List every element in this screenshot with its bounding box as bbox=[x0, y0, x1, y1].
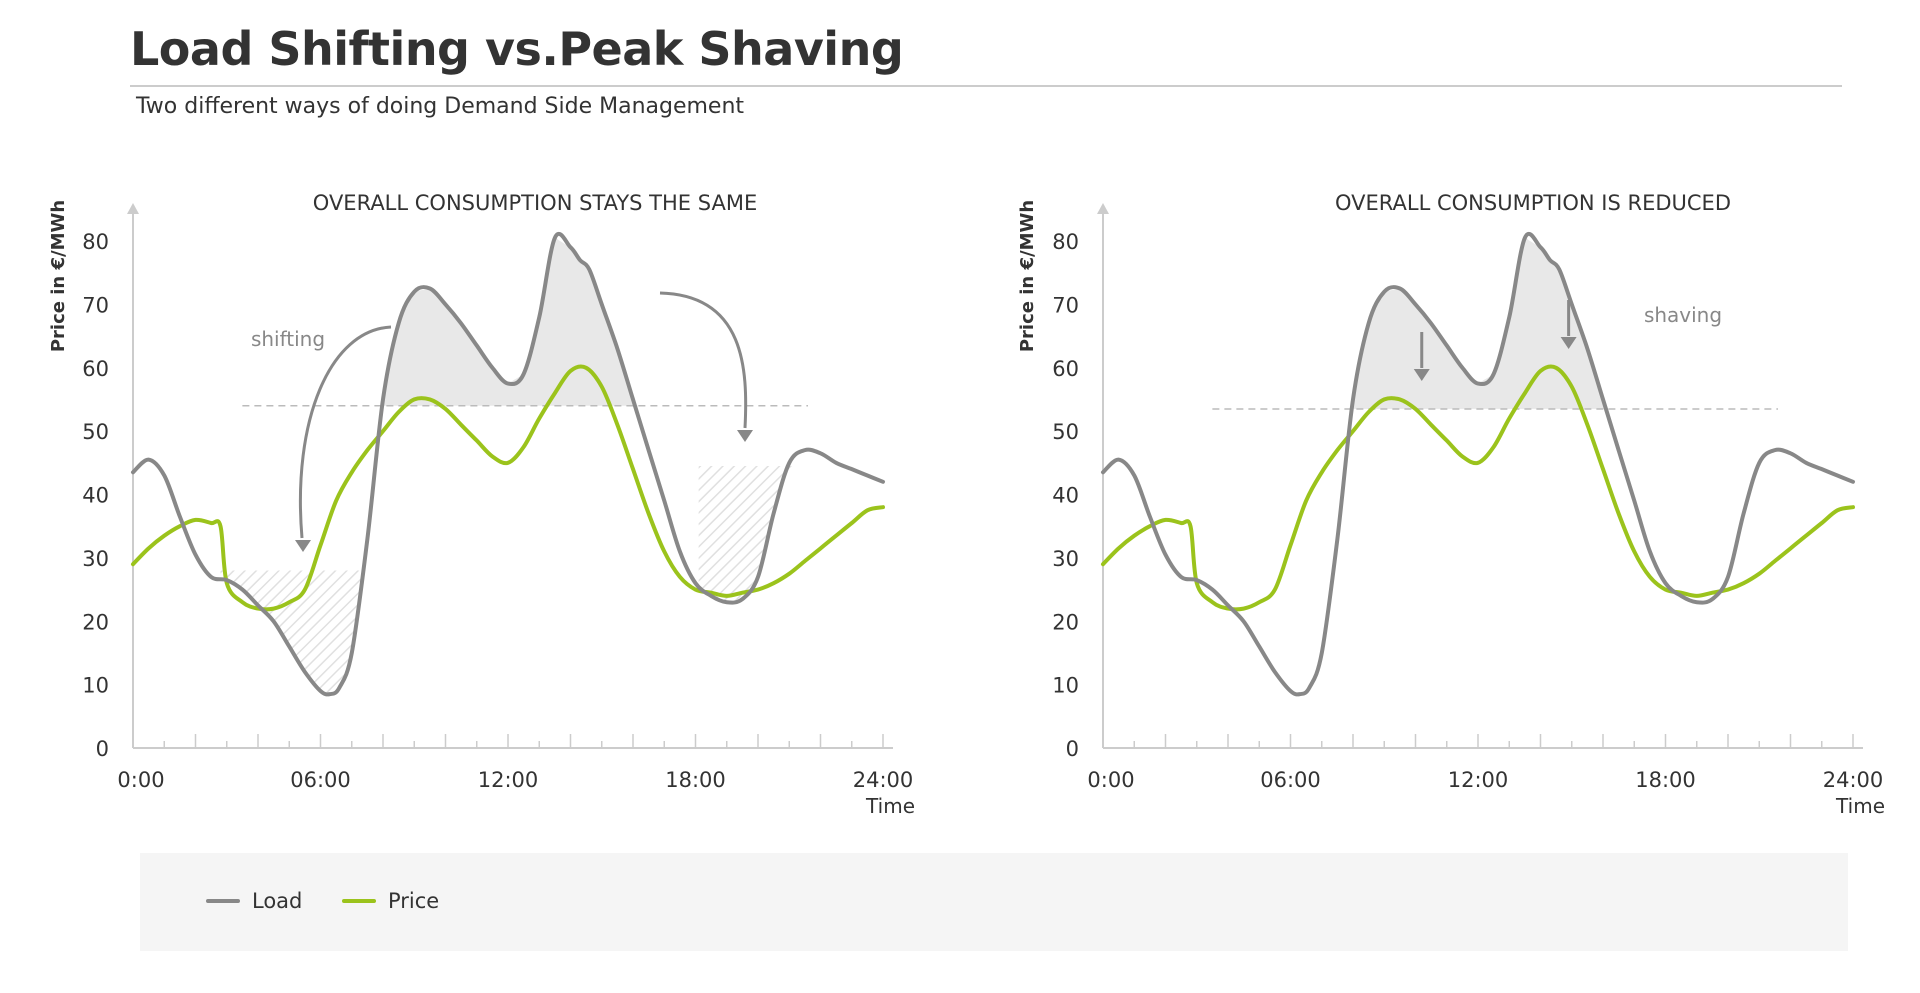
x-tick-label: 18:00 bbox=[1635, 768, 1696, 792]
x-tick-label: 06:00 bbox=[290, 768, 351, 792]
y-tick-label: 30 bbox=[82, 547, 109, 571]
x-axis-label: Time bbox=[865, 794, 915, 818]
valley-hatch-right bbox=[698, 465, 812, 602]
y-tick-label: 10 bbox=[82, 674, 109, 698]
chart-peak-shaving: 0 10 20 30 40 50 60 70 80 0:00 06:00 12:00 18:00 24:0… bbox=[1017, 191, 1885, 818]
y-tick-label: 30 bbox=[1052, 547, 1079, 571]
shave-arrowhead-right bbox=[1560, 337, 1577, 349]
y-tick-label: 50 bbox=[1052, 420, 1079, 444]
y-tick-label: 0 bbox=[96, 737, 109, 761]
y-axis-label: Price in €/MWh bbox=[1017, 200, 1038, 352]
y-tick-label: 80 bbox=[82, 230, 109, 254]
annotation-label: shifting bbox=[251, 327, 325, 351]
shift-arrowhead-left bbox=[295, 540, 311, 552]
peak-area bbox=[1353, 237, 1635, 410]
series-line-price bbox=[1101, 364, 1855, 612]
series-line-load bbox=[1101, 231, 1855, 697]
y-tick-label: 50 bbox=[82, 420, 109, 444]
page-title: Load Shifting vs.Peak Shaving bbox=[130, 22, 904, 76]
shift-arrow-left bbox=[298, 325, 392, 539]
legend-item-price: Price bbox=[342, 889, 439, 913]
chart-title: OVERALL CONSUMPTION IS REDUCED bbox=[1335, 191, 1731, 215]
chart-title: OVERALL CONSUMPTION STAYS THE SAME bbox=[313, 191, 757, 215]
shave-arrowhead-left bbox=[1413, 369, 1430, 381]
shift-arrow-right bbox=[659, 291, 748, 429]
page-subtitle: Two different ways of doing Demand Side … bbox=[136, 94, 745, 119]
y-tick-label: 10 bbox=[1052, 674, 1079, 698]
x-tick-label: 06:00 bbox=[1260, 768, 1321, 792]
y-tick-label: 80 bbox=[1052, 230, 1079, 254]
y-tick-label: 20 bbox=[1052, 610, 1079, 634]
legend-item-load: Load bbox=[206, 889, 302, 913]
x-tick-label: 24:00 bbox=[853, 768, 914, 792]
legend-swatch-price bbox=[342, 899, 376, 903]
title-divider bbox=[130, 85, 1842, 87]
valley-hatch-left bbox=[220, 570, 371, 694]
y-tick-label: 20 bbox=[82, 610, 109, 634]
y-axis-arrow bbox=[1097, 203, 1109, 214]
legend-label-load: Load bbox=[252, 889, 303, 913]
y-tick-label: 60 bbox=[82, 357, 109, 381]
peak-area bbox=[383, 237, 665, 407]
x-tick-label: 24:00 bbox=[1823, 768, 1884, 792]
series-line-price bbox=[131, 364, 885, 612]
chart-load-shifting: 0 10 20 30 40 50 60 70 80 0:00 06:00 12:00 18:00 24:0… bbox=[48, 191, 915, 818]
y-tick-label: 70 bbox=[82, 293, 109, 317]
y-tick-label: 0 bbox=[1066, 737, 1079, 761]
y-tick-label: 40 bbox=[1052, 484, 1079, 508]
x-tick-label: 12:00 bbox=[1448, 768, 1509, 792]
legend: Load Price bbox=[140, 853, 1848, 951]
series-line-load bbox=[131, 231, 885, 697]
annotation-label: shaving bbox=[1644, 303, 1722, 327]
legend-label-price: Price bbox=[388, 889, 440, 913]
y-axis-arrow bbox=[127, 203, 139, 214]
y-tick-label: 40 bbox=[82, 484, 109, 508]
shift-arrowhead-right bbox=[737, 430, 753, 442]
y-tick-label: 70 bbox=[1052, 293, 1079, 317]
y-axis-label: Price in €/MWh bbox=[48, 200, 69, 352]
y-tick-label: 60 bbox=[1052, 357, 1079, 381]
x-tick-label: 18:00 bbox=[665, 768, 726, 792]
legend-swatch-load bbox=[206, 899, 240, 903]
x-tick-label: 0:00 bbox=[117, 768, 164, 792]
x-tick-label: 0:00 bbox=[1087, 768, 1134, 792]
x-axis-label: Time bbox=[1835, 794, 1885, 818]
x-tick-label: 12:00 bbox=[478, 768, 539, 792]
